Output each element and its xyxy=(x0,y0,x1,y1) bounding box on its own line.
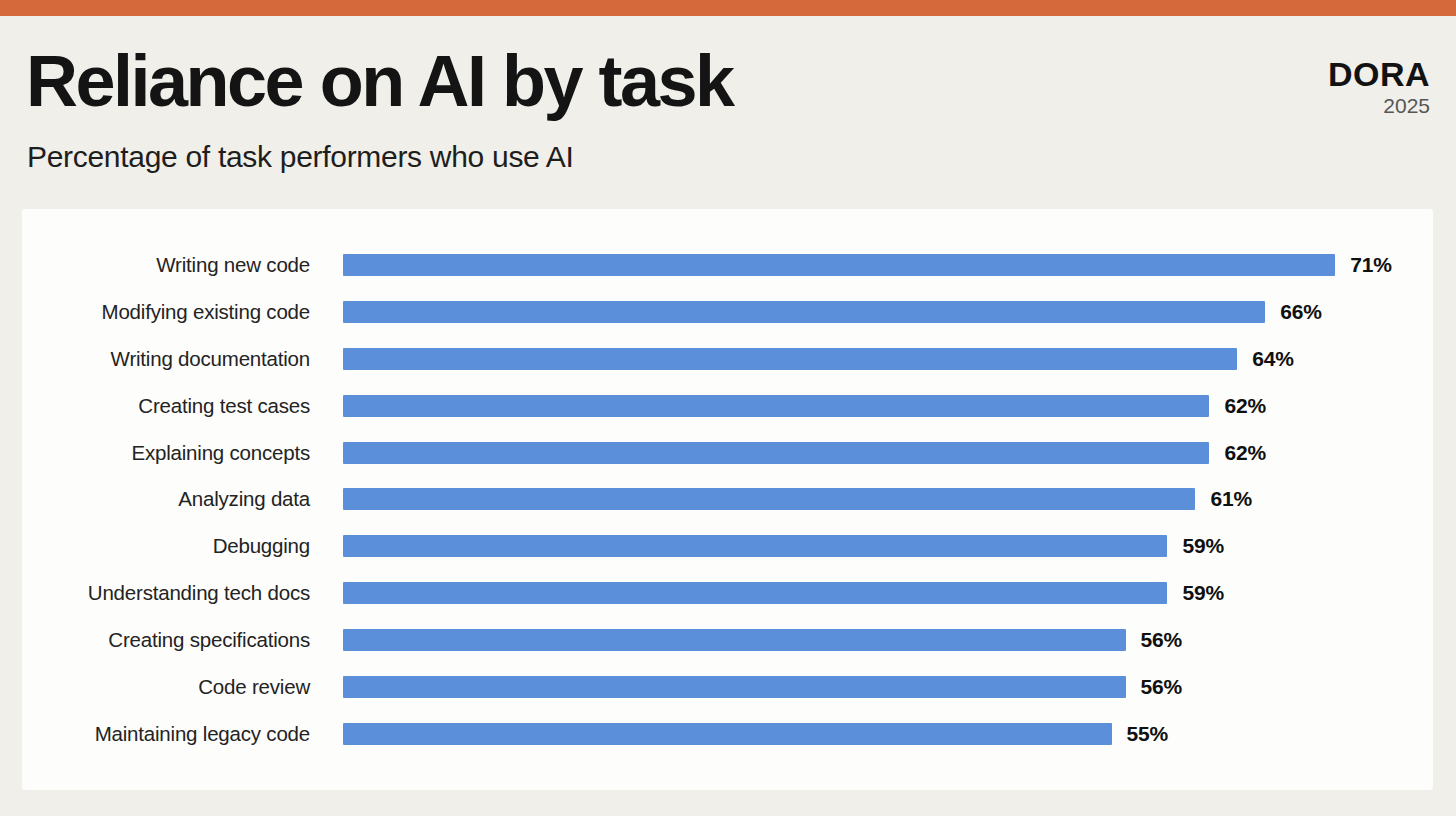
bar-value: 59% xyxy=(1182,581,1223,605)
bar xyxy=(343,535,1167,557)
chart-row: Maintaining legacy code 55% xyxy=(22,711,1433,757)
bar-label: Maintaining legacy code xyxy=(22,722,310,746)
bar-value: 61% xyxy=(1210,487,1251,511)
top-accent-bar xyxy=(0,0,1456,16)
bar-value: 56% xyxy=(1141,675,1182,699)
chart-row: Analyzing data 61% xyxy=(22,476,1433,522)
bar-track: 55% xyxy=(343,711,1433,757)
chart-row: Creating test cases 62% xyxy=(22,383,1433,429)
bar-value: 56% xyxy=(1141,628,1182,652)
bar-label: Explaining concepts xyxy=(22,441,310,465)
bar-track: 71% xyxy=(343,242,1433,288)
bar xyxy=(343,723,1112,745)
dora-logo-brand: DORA xyxy=(1328,56,1430,93)
bar-track: 64% xyxy=(343,336,1433,382)
chart-row: Writing new code 71% xyxy=(22,242,1433,288)
bar xyxy=(343,254,1335,276)
bar-value: 64% xyxy=(1252,347,1293,371)
bar xyxy=(343,301,1265,323)
bar-value: 55% xyxy=(1127,722,1168,746)
chart-row: Understanding tech docs 59% xyxy=(22,570,1433,616)
bar xyxy=(343,676,1126,698)
bar-track: 59% xyxy=(343,570,1433,616)
bar-track: 61% xyxy=(343,476,1433,522)
bar-label: Analyzing data xyxy=(22,487,310,511)
bar-label: Understanding tech docs xyxy=(22,581,310,605)
chart-row: Modifying existing code 66% xyxy=(22,289,1433,335)
dora-logo-year: 2025 xyxy=(1328,93,1430,118)
bar-track: 56% xyxy=(343,664,1433,710)
bar-label: Creating specifications xyxy=(22,628,310,652)
bar-label: Writing documentation xyxy=(22,347,310,371)
page-subtitle: Percentage of task performers who use AI xyxy=(27,140,574,174)
bar-track: 62% xyxy=(343,430,1433,476)
page-title: Reliance on AI by task xyxy=(26,44,733,120)
bar xyxy=(343,629,1126,651)
bar-track: 62% xyxy=(343,383,1433,429)
bar-value: 71% xyxy=(1350,253,1391,277)
bar-label: Modifying existing code xyxy=(22,300,310,324)
chart-row: Explaining concepts 62% xyxy=(22,430,1433,476)
dora-logo: DORA 2025 xyxy=(1328,56,1430,119)
bar-value: 59% xyxy=(1182,534,1223,558)
bar-value: 62% xyxy=(1224,441,1265,465)
bar-chart: Writing new code 71% Modifying existing co… xyxy=(22,209,1433,790)
bar-track: 59% xyxy=(343,523,1433,569)
bar xyxy=(343,442,1209,464)
bar-label: Debugging xyxy=(22,534,310,558)
bar xyxy=(343,395,1209,417)
bar xyxy=(343,488,1195,510)
chart-row: Code review 56% xyxy=(22,664,1433,710)
bar-value: 62% xyxy=(1224,394,1265,418)
bar-track: 66% xyxy=(343,289,1433,335)
bar-label: Creating test cases xyxy=(22,394,310,418)
bar-track: 56% xyxy=(343,617,1433,663)
bar-label: Code review xyxy=(22,675,310,699)
chart-row: Writing documentation 64% xyxy=(22,336,1433,382)
chart-row: Creating specifications 56% xyxy=(22,617,1433,663)
bar xyxy=(343,582,1167,604)
bar xyxy=(343,348,1237,370)
bar-label: Writing new code xyxy=(22,253,310,277)
bar-value: 66% xyxy=(1280,300,1321,324)
chart-row: Debugging 59% xyxy=(22,523,1433,569)
